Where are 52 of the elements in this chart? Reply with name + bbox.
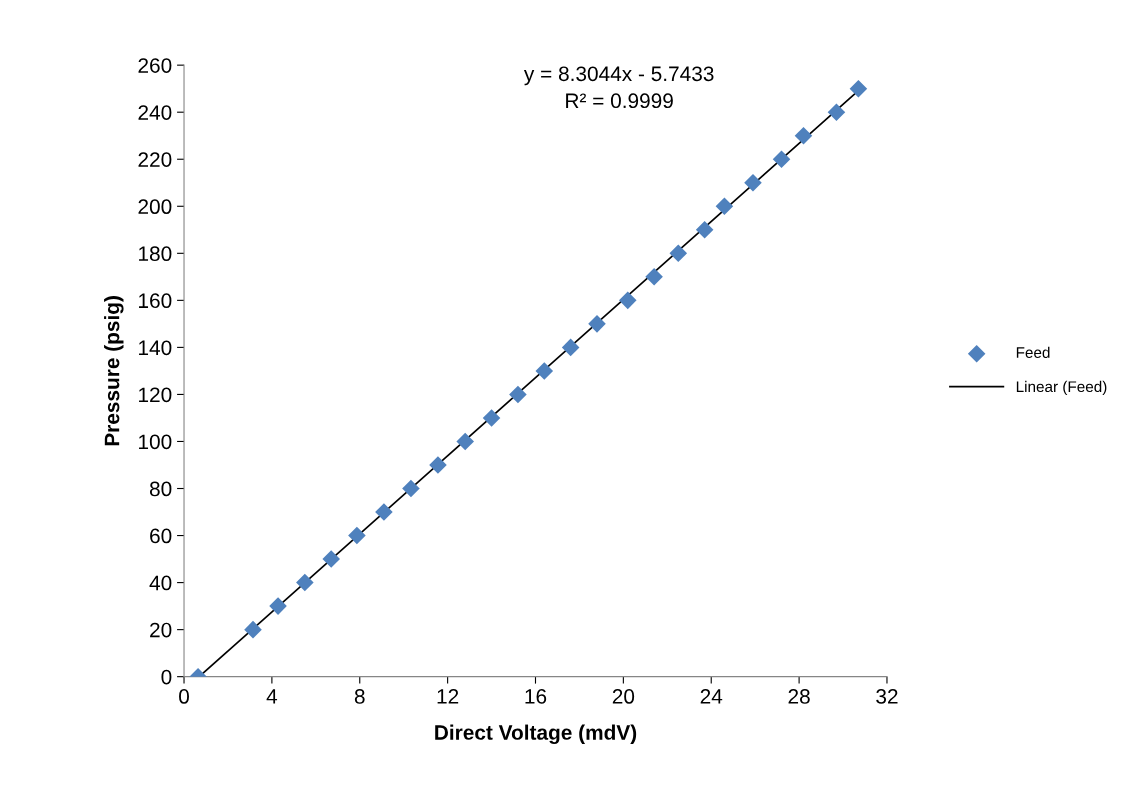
y-tick-label: 120 <box>139 387 172 403</box>
y-tick-label: 160 <box>139 293 172 309</box>
point <box>744 173 762 192</box>
legend-label: Linear (Feed) <box>1016 380 1107 396</box>
y-tick-label: 100 <box>139 434 172 450</box>
y-tick-label: 180 <box>139 246 172 262</box>
y-tick-label: 240 <box>138 105 172 120</box>
point <box>588 315 606 333</box>
point <box>402 479 420 498</box>
y-tick-label: 220 <box>138 152 172 167</box>
point <box>296 573 314 592</box>
legend-label: Feed <box>1016 346 1050 358</box>
point <box>772 150 791 169</box>
x-tick-label: 8 <box>354 689 365 704</box>
point <box>645 268 663 286</box>
point <box>618 291 637 310</box>
x-tick-label: 24 <box>700 689 723 704</box>
point <box>535 362 554 380</box>
point <box>429 456 447 474</box>
y-tick-label: 20 <box>150 622 172 638</box>
point <box>375 503 393 521</box>
y-tick-label: 40 <box>149 575 172 591</box>
point <box>269 597 287 615</box>
point <box>561 338 580 357</box>
point <box>244 620 262 639</box>
point <box>715 197 734 216</box>
x-tick-label: 0 <box>179 689 189 704</box>
x-tick-label: 28 <box>788 689 810 704</box>
x-tick-label: 32 <box>876 689 898 704</box>
y-tick-label: 140 <box>139 340 172 356</box>
x-tick-label: 4 <box>266 689 278 704</box>
x-tick-label: 12 <box>437 689 459 704</box>
x-axis-title: Direct Voltage (mdV) <box>435 724 637 745</box>
y-tick-label: 60 <box>150 528 172 544</box>
point <box>509 385 527 404</box>
point <box>348 526 366 545</box>
point <box>827 103 846 121</box>
y-tick-label: 80 <box>149 481 172 497</box>
y-axis-title: Pressure (psig) <box>104 296 124 446</box>
x-tick-label: 20 <box>612 689 635 704</box>
point <box>794 126 813 145</box>
point <box>849 79 868 98</box>
point <box>322 550 340 568</box>
y-tick-label: 0 <box>161 669 172 685</box>
point <box>695 221 714 239</box>
y-tick-label: 200 <box>138 199 172 215</box>
point <box>669 244 688 263</box>
annotation: y = 8.3044x - 5.7433 R² = 0.9999 <box>523 66 714 109</box>
y-tick-label: 260 <box>138 58 172 73</box>
point <box>482 409 501 427</box>
x-tick-label: 16 <box>525 689 547 704</box>
point <box>456 432 474 451</box>
